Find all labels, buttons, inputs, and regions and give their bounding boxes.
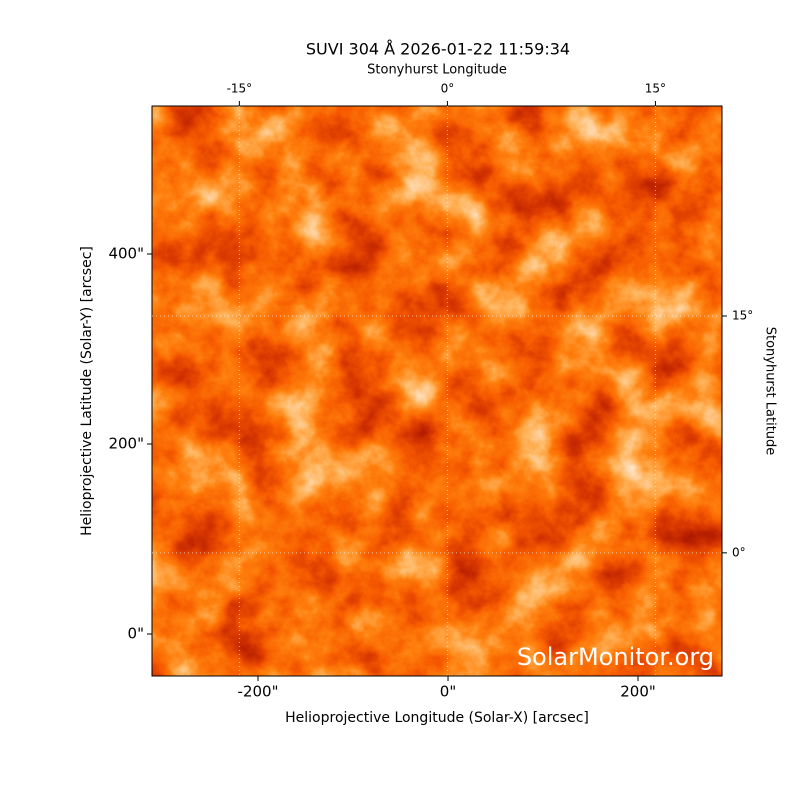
x2-tick-label: 15° [645, 82, 666, 96]
chart-title: SUVI 304 Å 2026-01-22 11:59:34 [306, 40, 570, 59]
x-tick-label: 200" [620, 683, 656, 701]
y2-tick-label: 0° [732, 545, 746, 559]
y-tick-label: 0" [128, 625, 144, 643]
x-tick-label: 0" [440, 683, 456, 701]
y-tick-label: 400" [108, 245, 144, 263]
x2-tick-label: 0° [441, 82, 455, 96]
y-tick-label: 200" [108, 435, 144, 453]
x2-tick-label: -15° [227, 82, 253, 96]
axes-frame [151, 105, 723, 677]
watermark: SolarMonitor.org [517, 643, 714, 671]
y-axis-label: Helioprojective Latitude (Solar-Y) [arcs… [79, 246, 95, 536]
y2-axis-label: Stonyhurst Latitude [763, 327, 778, 456]
x2-axis-label: Stonyhurst Longitude [367, 63, 507, 78]
x-tick-label: -200" [238, 683, 279, 701]
solar-image [152, 106, 722, 676]
x-axis-label: Helioprojective Longitude (Solar-X) [arc… [285, 710, 589, 726]
y2-tick-label: 15° [732, 309, 753, 323]
